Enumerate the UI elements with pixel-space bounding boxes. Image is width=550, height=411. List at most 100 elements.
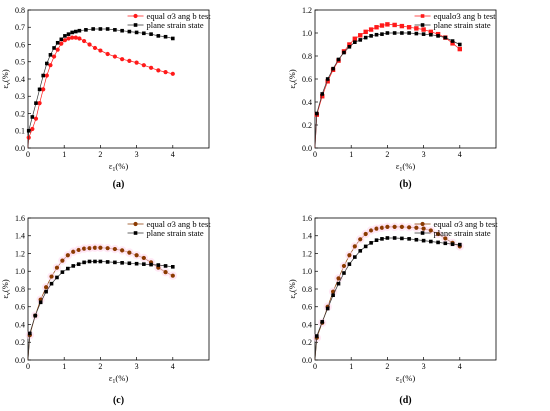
data-point	[450, 242, 455, 246]
y-tick-label: 0.4	[302, 98, 312, 107]
data-point	[436, 34, 440, 38]
y-tick-label: 0.5	[15, 58, 25, 67]
data-point	[374, 32, 379, 37]
data-point	[320, 92, 325, 96]
data-point	[399, 23, 405, 29]
plot-frame	[27, 217, 210, 361]
y-axis-label: εv(%)	[0, 69, 12, 88]
data-point	[92, 45, 98, 51]
data-point	[392, 22, 397, 28]
data-point	[325, 79, 330, 84]
y-tick-label: 0.6	[302, 75, 312, 84]
data-point	[352, 244, 357, 249]
data-point	[352, 36, 358, 41]
data-point	[315, 334, 319, 338]
data-point	[66, 36, 71, 41]
x-tick-label: 3	[422, 150, 426, 159]
data-point	[28, 331, 32, 336]
data-point	[379, 23, 385, 28]
data-point	[436, 240, 440, 245]
data-point	[385, 22, 390, 27]
data-point	[134, 30, 139, 35]
data-point	[458, 242, 462, 247]
data-point	[163, 270, 168, 275]
data-point	[37, 87, 42, 92]
data-point	[331, 293, 335, 298]
data-point	[336, 57, 341, 62]
y-tick-label: 1.0	[302, 29, 312, 38]
data-point	[407, 225, 412, 230]
y-tick-label: 1.2	[302, 249, 312, 258]
data-point	[368, 27, 374, 32]
data-point	[435, 231, 441, 237]
data-point	[331, 66, 335, 71]
data-point	[60, 270, 65, 274]
y-tick-label: 1.4	[302, 232, 312, 241]
data-point	[87, 42, 92, 47]
chart-panel-3: 0 1 2 3 4 0.0 0.2 0.4 0.6 0.8 1.0 1.2 1.4 1.6 ε1(%) εv(…	[0, 214, 211, 406]
y-tick-label: 0.8	[15, 6, 25, 15]
data-point	[358, 38, 363, 42]
y-tick-label: 0.8	[15, 285, 25, 294]
data-point	[48, 53, 53, 57]
data-point	[127, 250, 132, 255]
data-point	[170, 273, 175, 278]
x-tick-label: 2	[385, 150, 389, 159]
data-point	[37, 101, 42, 106]
y-axis-label: εv(%)	[287, 279, 299, 298]
data-point	[421, 32, 426, 36]
data-point	[163, 264, 168, 268]
data-point	[92, 245, 98, 250]
series-plane-strain	[27, 259, 175, 361]
data-point	[113, 260, 117, 265]
data-point	[44, 73, 49, 78]
y-tick-label: 0.6	[15, 40, 25, 49]
data-point	[363, 29, 368, 35]
data-point	[82, 38, 87, 44]
x-tick-label: 0	[313, 150, 317, 159]
series-plane-strain	[26, 27, 175, 149]
legend-entry-label: equal σ3 ang b test	[147, 219, 212, 229]
y-tick-label: 0.8	[302, 52, 312, 61]
data-point	[374, 25, 379, 30]
y-tick-label: 1.6	[302, 214, 312, 223]
data-point	[320, 94, 325, 99]
data-point	[98, 245, 103, 250]
data-point	[77, 36, 82, 41]
data-point	[347, 262, 352, 266]
data-point	[54, 265, 60, 270]
data-point	[353, 40, 357, 44]
y-tick-label: 0.4	[15, 75, 25, 84]
data-point	[73, 29, 78, 34]
data-point	[120, 261, 124, 265]
y-tick-label: 0.0	[302, 144, 312, 153]
y-tick-label: 0.3	[15, 92, 25, 101]
data-point	[407, 237, 411, 241]
x-tick-label: 3	[422, 362, 426, 371]
data-point	[385, 31, 390, 35]
data-point	[392, 224, 397, 229]
data-point	[170, 71, 175, 76]
chart-panel-2: 0 1 2 3 4 0.0 0.2 0.4 0.6 0.8 1.0 1.2 ε1(%) εv(%) equa…	[287, 6, 497, 190]
legend-entry-label: equalσ3 ang b test	[434, 11, 497, 21]
y-tick-label: 0.0	[302, 356, 312, 365]
data-point	[26, 128, 31, 133]
data-point	[414, 225, 419, 230]
data-point	[142, 31, 146, 36]
data-point	[421, 238, 426, 243]
y-tick-label: 0.2	[15, 338, 25, 347]
data-point	[62, 38, 68, 43]
data-point	[341, 263, 347, 269]
data-point	[156, 68, 161, 73]
data-point	[450, 41, 455, 46]
data-point	[105, 27, 110, 31]
data-point	[385, 236, 390, 240]
data-point	[66, 266, 70, 271]
y-tick-label: 0.4	[302, 320, 312, 329]
data-point	[443, 236, 448, 241]
y-tick-label: 0.8	[302, 285, 312, 294]
data-point	[148, 65, 154, 70]
series-test	[312, 222, 464, 361]
data-point	[392, 236, 397, 240]
